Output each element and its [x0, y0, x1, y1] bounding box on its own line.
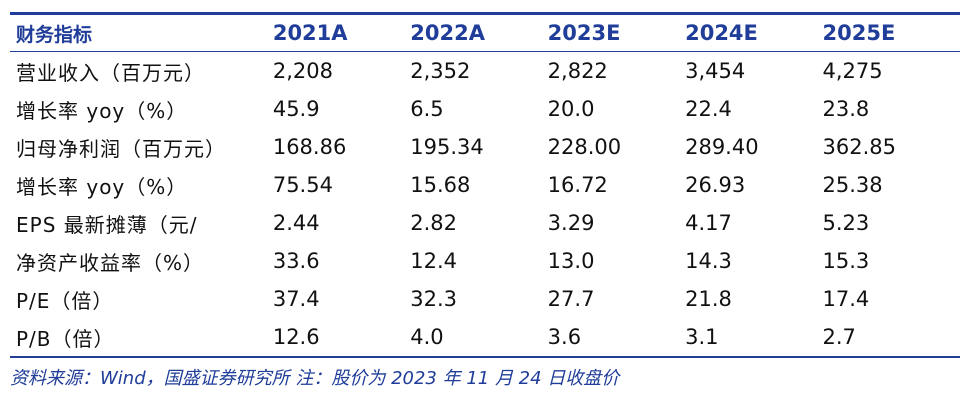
header-year-2021a: 2021A	[272, 21, 348, 45]
cell-value: 17.4	[822, 287, 870, 311]
cell-value: 27.7	[547, 287, 595, 311]
cell-value: 15.68	[410, 173, 471, 197]
cell-value: 2.44	[272, 211, 320, 235]
financial-metrics-table: 财务指标 2021A 2022A 2023E 2024E 2025E 营业收入（…	[10, 15, 960, 356]
cell-value: 168.86	[272, 135, 347, 159]
cell-value: 3,454	[685, 59, 746, 83]
table-row: 增长率 yoy（%） 45.9 6.5 20.0 22.4 23.8	[10, 90, 960, 128]
bottom-rule	[10, 356, 960, 358]
table-row: P/B（倍） 12.6 4.0 3.6 3.1 2.7	[10, 318, 960, 356]
cell-value: 14.3	[685, 249, 732, 273]
cell-value: 2,208	[272, 59, 333, 83]
cell-value: 2,352	[410, 59, 471, 83]
cell-value: 2.82	[410, 211, 458, 235]
cell-value: 195.34	[410, 135, 484, 159]
row-label: 增长率 yoy（%）	[16, 174, 188, 199]
cell-value: 20.0	[547, 97, 595, 121]
header-year-2022a: 2022A	[410, 21, 485, 45]
cell-value: 2,822	[547, 59, 608, 83]
row-label: 净资产收益率（%）	[16, 250, 205, 275]
row-label: 归母净利润（百万元）	[16, 136, 226, 161]
cell-value: 15.3	[822, 249, 870, 273]
cell-value: 13.0	[547, 249, 595, 273]
cell-value: 6.5	[410, 97, 444, 121]
header-row: 财务指标 2021A 2022A 2023E 2024E 2025E	[10, 15, 960, 51]
cell-value: 32.3	[410, 287, 458, 311]
row-label: 营业收入（百万元）	[16, 60, 205, 85]
cell-value: 2.7	[822, 325, 856, 349]
header-rule	[10, 51, 960, 52]
header-year-2023e: 2023E	[547, 21, 621, 45]
cell-value: 26.93	[685, 173, 746, 197]
cell-value: 5.23	[822, 211, 870, 235]
table-row: P/E（倍） 37.4 32.3 27.7 21.8 17.4	[10, 280, 960, 318]
financial-table-frame: 财务指标 2021A 2022A 2023E 2024E 2025E 营业收入（…	[10, 12, 960, 358]
cell-value: 23.8	[822, 97, 870, 121]
source-note: 资料来源：Wind，国盛证券研究所 注：股价为 2023 年 11 月 24 日…	[10, 368, 620, 389]
cell-value: 33.6	[272, 249, 320, 273]
cell-value: 228.00	[547, 135, 622, 159]
table-row: 归母净利润（百万元） 168.86 195.34 228.00 289.40 3…	[10, 128, 960, 166]
table-row: 营业收入（百万元） 2,208 2,352 2,822 3,454 4,275	[10, 52, 960, 90]
table-row: 增长率 yoy（%） 75.54 15.68 16.72 26.93 25.38	[10, 166, 960, 204]
cell-value: 16.72	[547, 173, 608, 197]
cell-value: 12.6	[272, 325, 320, 349]
cell-value: 45.9	[272, 97, 320, 121]
cell-value: 3.6	[547, 325, 582, 349]
cell-value: 37.4	[272, 287, 320, 311]
row-label: EPS 最新摊薄（元/	[16, 212, 198, 237]
cell-value: 4,275	[822, 59, 883, 83]
cell-value: 3.1	[685, 325, 719, 349]
row-label: 增长率 yoy（%）	[16, 98, 188, 123]
cell-value: 12.4	[410, 249, 458, 273]
cell-value: 75.54	[272, 173, 333, 197]
row-label: P/E（倍）	[16, 288, 114, 313]
cell-value: 4.0	[410, 325, 444, 349]
cell-value: 22.4	[685, 97, 732, 121]
table-row: 净资产收益率（%） 33.6 12.4 13.0 14.3 15.3	[10, 242, 960, 280]
cell-value: 4.17	[685, 211, 732, 235]
top-rule	[10, 12, 960, 15]
cell-value: 3.29	[547, 211, 595, 235]
cell-value: 362.85	[822, 135, 896, 159]
header-metric: 财务指标	[16, 23, 93, 46]
row-label: P/B（倍）	[16, 326, 115, 351]
table-row: EPS 最新摊薄（元/ 2.44 2.82 3.29 4.17 5.23	[10, 204, 960, 242]
header-year-2024e: 2024E	[685, 21, 758, 45]
header-year-2025e: 2025E	[822, 21, 896, 45]
cell-value: 21.8	[685, 287, 732, 311]
cell-value: 25.38	[822, 173, 883, 197]
cell-value: 289.40	[685, 135, 759, 159]
